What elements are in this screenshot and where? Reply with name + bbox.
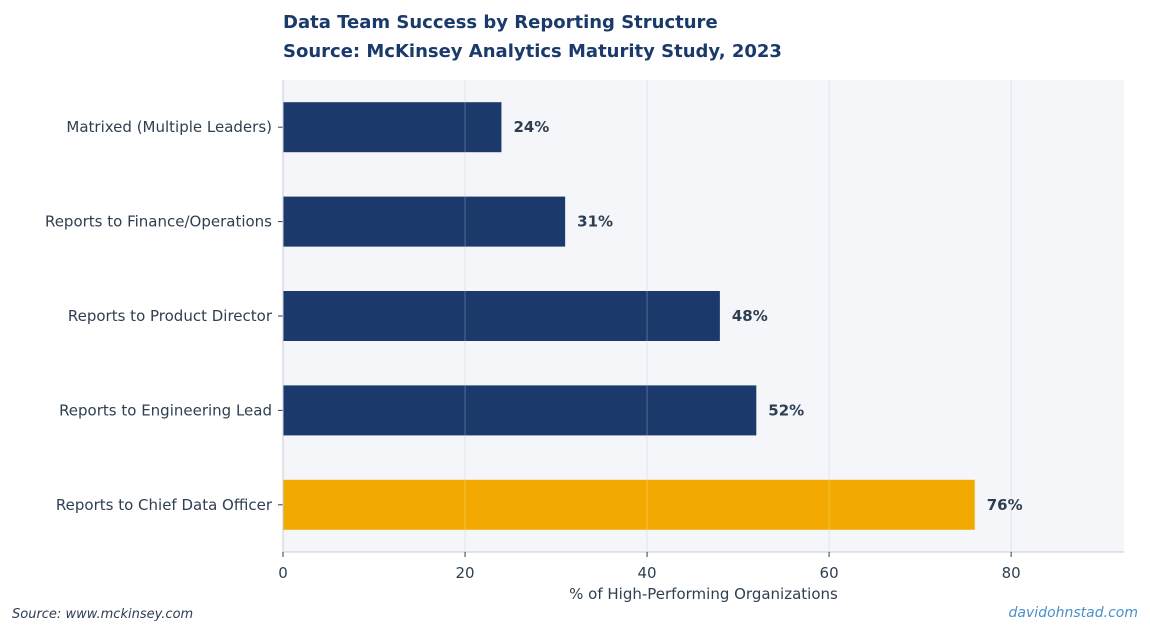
category-label: Reports to Engineering Lead <box>59 401 272 419</box>
chart-subtitle: Source: McKinsey Analytics Maturity Stud… <box>283 41 782 62</box>
bar <box>283 479 975 530</box>
bar <box>283 102 502 153</box>
category-label: Matrixed (Multiple Leaders) <box>66 118 272 136</box>
footer-source: Source: www.mckinsey.com <box>12 607 194 622</box>
x-tick-label: 60 <box>820 564 839 582</box>
category-label: Reports to Product Director <box>68 307 273 325</box>
x-tick-label: 40 <box>638 564 657 582</box>
x-tick-label: 20 <box>455 564 474 582</box>
x-tick-label: 0 <box>278 564 288 582</box>
value-label: 76% <box>987 496 1023 514</box>
x-tick-label: 80 <box>1002 564 1021 582</box>
category-label: Reports to Finance/Operations <box>45 213 272 231</box>
value-label: 24% <box>513 118 549 136</box>
x-axis-label: % of High-Performing Organizations <box>569 585 838 603</box>
value-label: 52% <box>768 401 804 419</box>
category-label: Reports to Chief Data Officer <box>56 496 273 514</box>
footer-credit[interactable]: davidohnstad.com <box>1008 605 1138 621</box>
bar <box>283 385 757 436</box>
chart-title: Data Team Success by Reporting Structure <box>283 12 718 33</box>
bar <box>283 196 566 247</box>
bar <box>283 291 720 341</box>
value-label: 31% <box>577 213 613 231</box>
value-label: 48% <box>732 307 768 325</box>
